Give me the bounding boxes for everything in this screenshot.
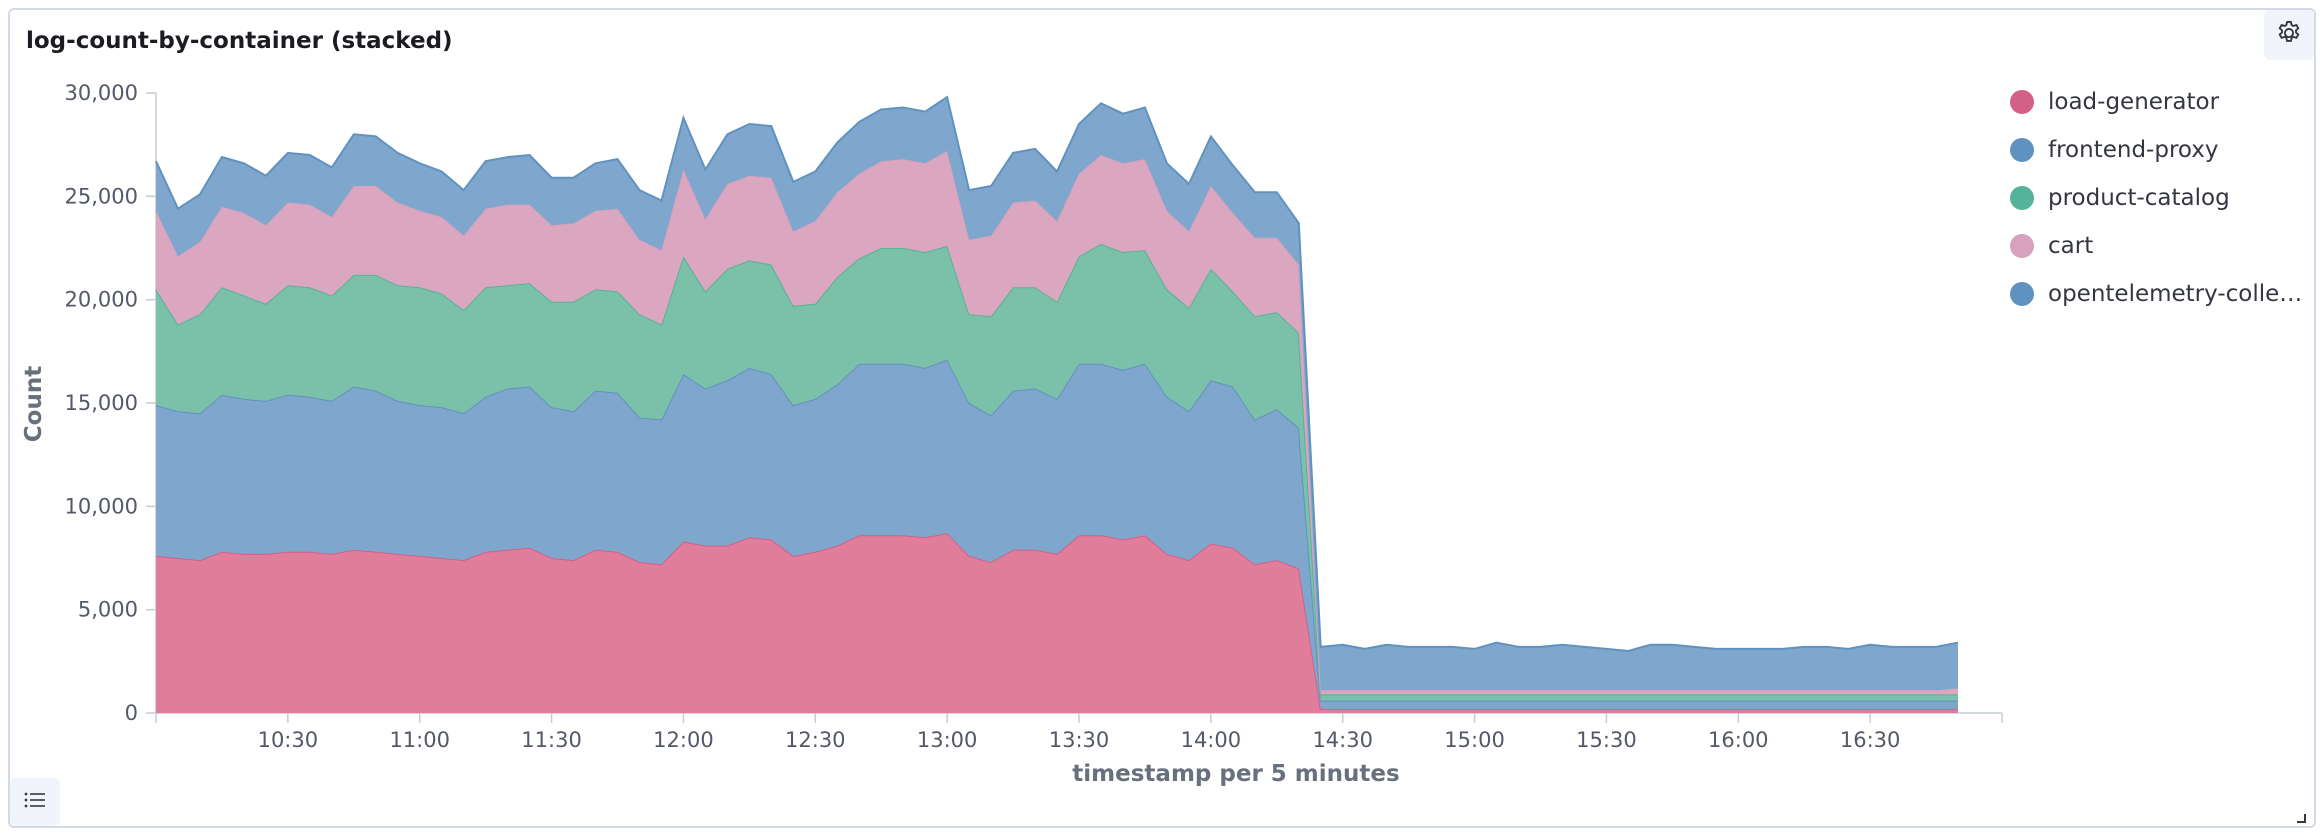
legend-color-swatch	[2010, 234, 2034, 258]
resize-handle-icon[interactable]	[2296, 808, 2306, 823]
x-tick-label: 15:00	[1444, 728, 1505, 752]
panel-title: log-count-by-container (stacked)	[26, 28, 453, 54]
legend-color-swatch	[2010, 282, 2034, 306]
y-tick-label: 30,000	[65, 81, 138, 105]
legend-toggle-button[interactable]	[10, 778, 60, 826]
area-product-catalog	[156, 243, 1958, 701]
legend-item-load-generator[interactable]: load-generator	[2010, 78, 2308, 126]
legend-label: opentelemetry-collector	[2048, 281, 2308, 307]
x-tick-label: 12:00	[653, 728, 714, 752]
legend-label: load-generator	[2048, 89, 2220, 115]
legend-label: product-catalog	[2048, 185, 2230, 211]
x-tick-label: 12:30	[785, 728, 846, 752]
x-tick-label: 10:30	[258, 728, 319, 752]
legend-color-swatch	[2010, 138, 2034, 162]
legend-color-swatch	[2010, 90, 2034, 114]
x-tick-label: 13:30	[1049, 728, 1110, 752]
legend-item-frontend-proxy[interactable]: frontend-proxy	[2010, 126, 2308, 174]
area-frontend-proxy	[156, 359, 1958, 709]
y-tick-label: 15,000	[65, 391, 138, 415]
y-axis-title: Count	[21, 366, 47, 442]
legend-item-cart[interactable]: cart	[2010, 222, 2308, 270]
area-load-generator	[156, 533, 1958, 713]
x-tick-label: 11:00	[389, 728, 450, 752]
legend-color-swatch	[2010, 186, 2034, 210]
x-tick-label: 13:00	[917, 728, 978, 752]
area-opentelemetry-collector	[156, 97, 1958, 691]
x-tick-label: 16:30	[1840, 728, 1901, 752]
area-cart	[156, 150, 1958, 695]
x-tick-label: 11:30	[521, 728, 582, 752]
legend-item-opentelemetry-collector[interactable]: opentelemetry-collector	[2010, 270, 2308, 318]
x-tick-label: 14:30	[1312, 728, 1373, 752]
y-tick-label: 20,000	[65, 288, 138, 312]
y-tick-label: 10,000	[65, 494, 138, 518]
panel-settings-button[interactable]	[2264, 10, 2314, 60]
x-tick-label: 14:00	[1181, 728, 1242, 752]
legend-label: frontend-proxy	[2048, 137, 2219, 163]
chart-legend: load-generator frontend-proxy product-ca…	[2010, 78, 2308, 318]
gear-icon	[2275, 19, 2303, 51]
line-opentelemetry-collector	[155, 95, 1959, 653]
x-tick-label: 16:00	[1708, 728, 1769, 752]
legend-label: cart	[2048, 233, 2094, 259]
list-icon	[23, 790, 47, 814]
y-tick-label: 0	[125, 701, 138, 725]
legend-item-product-catalog[interactable]: product-catalog	[2010, 174, 2308, 222]
x-axis-title: timestamp per 5 minutes	[1072, 761, 1399, 787]
x-tick-label: 15:30	[1576, 728, 1637, 752]
y-tick-label: 5,000	[78, 598, 138, 622]
y-tick-label: 25,000	[65, 184, 138, 208]
